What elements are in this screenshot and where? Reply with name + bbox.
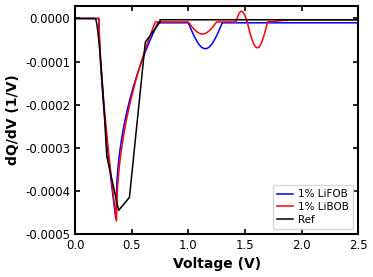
Line: 1% LiFOB: 1% LiFOB xyxy=(75,19,358,219)
1% LiBOB xyxy=(298,18,302,21)
1% LiBOB xyxy=(245,20,250,24)
1% LiBOB xyxy=(217,20,222,24)
Line: Ref: Ref xyxy=(75,19,358,210)
Ref xyxy=(97,38,101,41)
1% LiFOB xyxy=(293,21,298,24)
1% LiBOB xyxy=(356,18,360,21)
1% LiBOB xyxy=(114,219,119,223)
Ref xyxy=(116,209,121,212)
Ref xyxy=(129,177,134,180)
Ref xyxy=(121,203,126,206)
1% LiBOB xyxy=(275,19,279,23)
Ref xyxy=(73,17,77,20)
Ref xyxy=(356,18,360,21)
1% LiBOB xyxy=(100,84,105,88)
1% LiBOB xyxy=(73,17,77,20)
1% LiFOB xyxy=(220,21,225,24)
1% LiFOB xyxy=(213,37,217,40)
1% LiFOB xyxy=(114,217,118,220)
1% LiFOB xyxy=(159,21,164,24)
Line: 1% LiBOB: 1% LiBOB xyxy=(75,11,358,221)
Ref xyxy=(128,193,132,196)
1% LiFOB xyxy=(140,59,144,62)
1% LiFOB xyxy=(73,17,77,20)
Ref xyxy=(87,17,92,20)
X-axis label: Voltage (V): Voltage (V) xyxy=(173,257,261,271)
Ref xyxy=(113,194,118,198)
1% LiBOB xyxy=(107,162,112,165)
1% LiFOB xyxy=(356,21,360,24)
Y-axis label: dQ/dV (1/V): dQ/dV (1/V) xyxy=(6,75,19,165)
1% LiFOB xyxy=(176,21,180,24)
1% LiBOB xyxy=(239,10,243,13)
Legend: 1% LiFOB, 1% LiBOB, Ref: 1% LiFOB, 1% LiBOB, Ref xyxy=(273,185,353,229)
